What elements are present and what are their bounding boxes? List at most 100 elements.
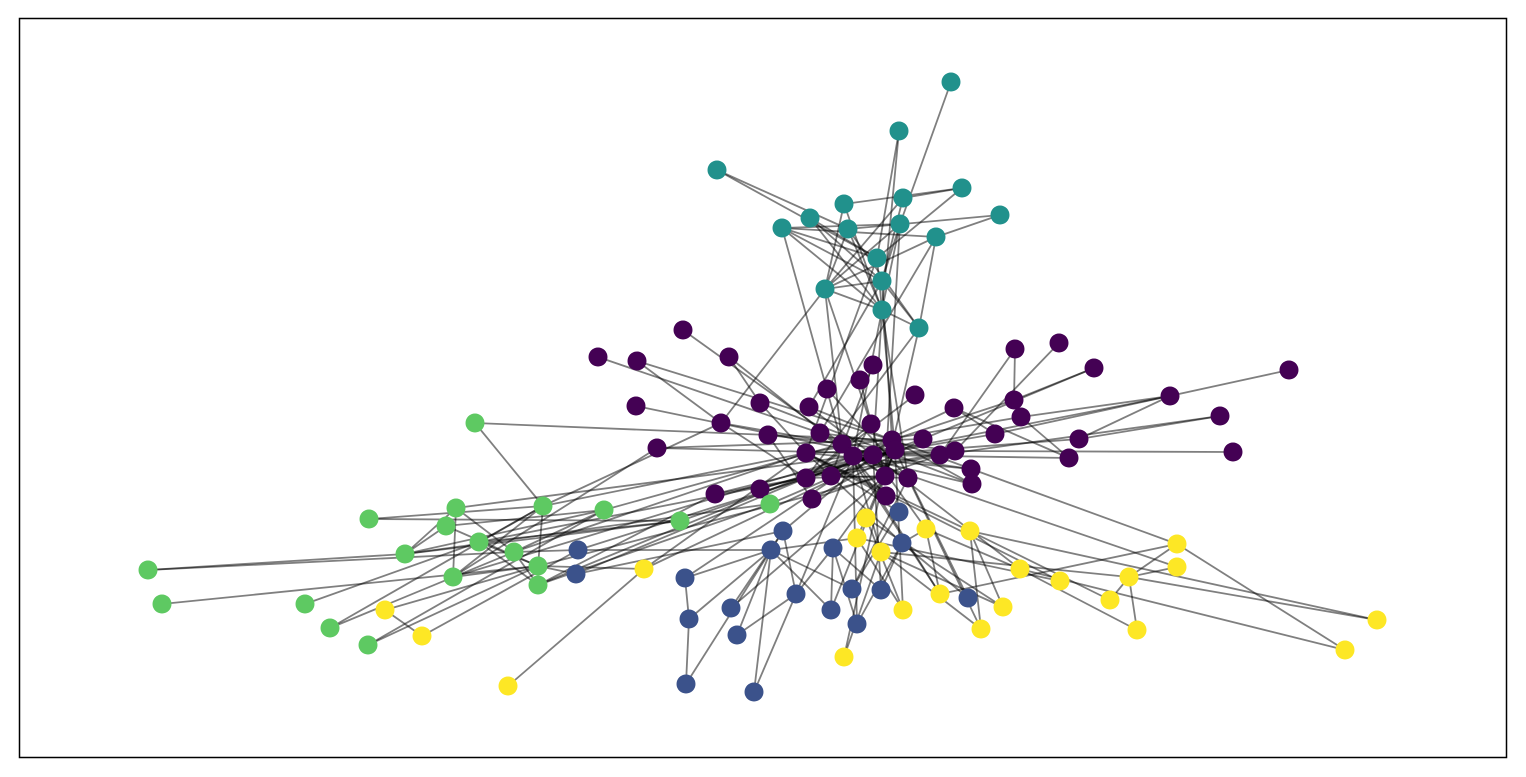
graph-edge — [147, 553, 406, 571]
graph-edge — [1078, 395, 1171, 440]
graph-node — [436, 516, 456, 536]
graph-edge — [736, 549, 772, 636]
graph-edge — [876, 130, 900, 259]
graph-node — [796, 468, 816, 488]
graph-node — [412, 626, 432, 646]
graph-node — [1335, 640, 1355, 660]
graph-edge — [404, 507, 457, 555]
graph-edge — [808, 406, 893, 441]
graph-edge — [1013, 367, 1095, 401]
graph-node — [627, 351, 647, 371]
graph-edge — [770, 537, 858, 551]
graph-node — [962, 474, 982, 494]
graph-node — [821, 600, 841, 620]
graph-edge — [421, 549, 579, 637]
graph-node — [867, 248, 887, 268]
graph-node — [1160, 386, 1180, 406]
graph-node — [817, 379, 837, 399]
graph-node — [993, 597, 1013, 617]
graph-edge — [728, 356, 854, 457]
graph-node — [727, 625, 747, 645]
graph-edge — [542, 452, 807, 507]
graph-node — [676, 674, 696, 694]
graph-edge — [636, 360, 722, 424]
graph-node — [760, 494, 780, 514]
graph-node — [675, 568, 695, 588]
graph-edge — [445, 509, 605, 527]
graph-node — [1119, 567, 1139, 587]
graph-node — [916, 519, 936, 539]
graph-edge — [367, 565, 539, 646]
graph-node — [945, 441, 965, 461]
graph-edge — [1078, 415, 1221, 440]
graph-node — [838, 219, 858, 239]
graph-node — [885, 440, 905, 460]
graph-node — [876, 486, 896, 506]
graph-edge — [953, 407, 1070, 459]
graph-node — [842, 579, 862, 599]
graph-edge — [809, 217, 883, 282]
graph-edge — [891, 399, 1015, 441]
graph-node — [719, 347, 739, 367]
graph-edge — [881, 223, 901, 311]
graph-node — [594, 500, 614, 520]
graph-edge — [795, 455, 854, 595]
graph-edge — [730, 475, 886, 609]
graph-node — [905, 385, 925, 405]
graph-edge — [809, 217, 878, 259]
graph-node — [960, 521, 980, 541]
graph-node — [1004, 390, 1024, 410]
graph-node — [375, 600, 395, 620]
graph-edge — [872, 454, 882, 591]
graph-node — [796, 443, 816, 463]
edge-layer — [147, 81, 1378, 693]
graph-node — [961, 459, 981, 479]
graph-edge — [969, 530, 1111, 601]
graph-edge — [537, 565, 645, 570]
graph-edge — [805, 452, 1061, 582]
graph-edge — [969, 530, 982, 630]
graph-edge — [329, 551, 515, 629]
graph-node — [892, 533, 912, 553]
graph-node — [744, 682, 764, 702]
graph-edge — [781, 227, 937, 238]
graph-edge — [880, 551, 1004, 608]
graph-node — [1010, 559, 1030, 579]
graph-node — [469, 532, 489, 552]
graph-edge — [1128, 576, 1378, 621]
graph-edge — [894, 395, 1171, 451]
graph-node — [1127, 620, 1147, 640]
graph-edge — [865, 517, 1004, 608]
graph-node — [1005, 339, 1025, 359]
graph-node — [395, 544, 415, 564]
graph-node — [673, 320, 693, 340]
graph-edge — [537, 439, 893, 586]
graph-node — [799, 397, 819, 417]
graph-edge — [1019, 568, 1138, 631]
graph-node — [889, 121, 909, 141]
graph-edge — [452, 505, 544, 578]
graph-node — [800, 208, 820, 228]
graph-node — [861, 414, 881, 434]
graph-node — [758, 425, 778, 445]
graph-edge — [826, 388, 909, 479]
graph-node — [847, 528, 867, 548]
graph-node — [1100, 590, 1120, 610]
graph-node — [872, 300, 892, 320]
graph-edge — [753, 593, 797, 693]
graph-node — [152, 594, 172, 614]
graph-edge — [716, 169, 849, 230]
graph-node — [634, 559, 654, 579]
graph-edge — [770, 549, 832, 611]
graph-edge — [507, 568, 645, 687]
graph-edge — [367, 509, 605, 646]
graph-edge — [1128, 543, 1178, 578]
graph-edge — [759, 402, 807, 454]
graph-edge — [404, 509, 605, 555]
graph-node — [971, 619, 991, 639]
graph-edge — [643, 452, 807, 570]
graph-node — [843, 446, 863, 466]
graph-edge — [805, 257, 878, 454]
graph-node — [850, 370, 870, 390]
